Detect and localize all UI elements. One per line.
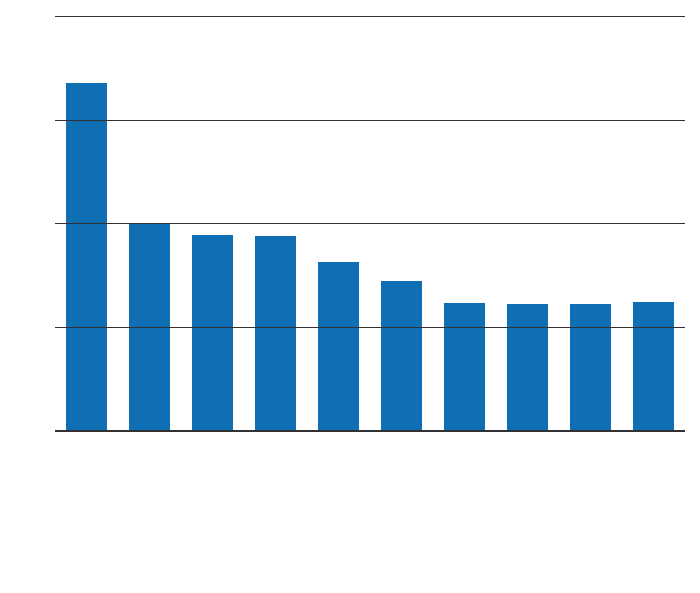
bar [192,235,232,430]
plot-area [55,16,685,430]
gridline [55,430,685,432]
bar [255,236,295,430]
bar [381,281,421,430]
bar [633,302,673,430]
bar [444,303,484,430]
bar [318,262,358,430]
bar [507,304,547,430]
gridline [55,16,685,17]
gridline [55,223,685,224]
gridline [55,327,685,328]
bar-chart [0,0,700,593]
gridline [55,120,685,121]
bar [66,83,106,430]
bar [570,304,610,430]
